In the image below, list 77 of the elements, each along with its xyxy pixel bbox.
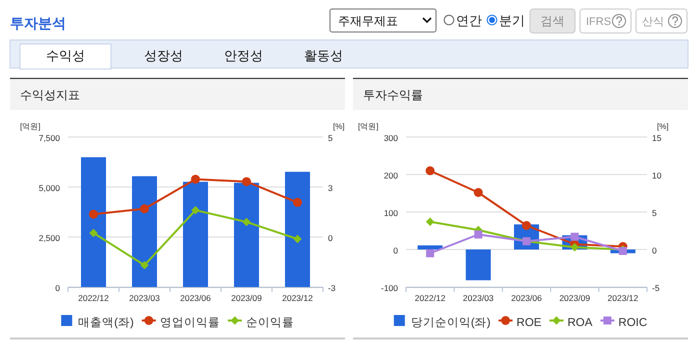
y2-tick-label: -5 <box>652 283 660 293</box>
bar <box>81 157 106 287</box>
text: IFRS <box>586 16 612 28</box>
point <box>140 261 149 270</box>
bar <box>418 245 443 250</box>
text: 수익성 <box>46 48 85 63</box>
text: 투자분석 <box>10 15 66 31</box>
chart-title: 투자수익률 <box>363 88 423 102</box>
y-tick-label: 7,500 <box>38 133 60 143</box>
y2-tick-label: 5 <box>652 208 657 218</box>
point <box>242 218 251 226</box>
y-tick-label: 0 <box>393 246 398 256</box>
y2-tick-label: 5 <box>328 133 333 143</box>
y2-tick-label: 3 <box>328 183 333 193</box>
text: 활동성 <box>304 48 343 63</box>
chart-title: 수익성지표 <box>20 88 80 102</box>
x-tick-label: 2023/06 <box>511 293 542 303</box>
y2-tick-label: 0 <box>652 246 657 256</box>
point <box>191 206 200 214</box>
y-tick-label: 5,000 <box>38 183 60 193</box>
point <box>522 221 531 230</box>
legend-label: 당기순이익(좌) <box>410 317 491 329</box>
y2-tick-label: 0 <box>328 233 333 243</box>
point <box>242 177 251 186</box>
legend-label: ROIC <box>618 317 648 329</box>
legend-label: 영업이익률 <box>160 317 220 329</box>
bar <box>183 182 208 287</box>
point <box>426 166 435 176</box>
y2-axis-title: [%] <box>333 122 345 131</box>
bar <box>234 182 259 287</box>
point <box>474 188 483 197</box>
text: 연간 <box>456 13 482 28</box>
x-tick-label: 2023/03 <box>129 293 160 303</box>
point <box>140 204 149 214</box>
y-tick-label: 2,500 <box>38 233 60 243</box>
point <box>293 198 302 207</box>
point <box>89 210 98 219</box>
y-tick-label: 200 <box>384 170 398 180</box>
text: 검색 <box>540 14 564 28</box>
x-tick-label: 2023/03 <box>462 293 494 303</box>
x-tick-label: 2023/12 <box>608 293 639 303</box>
point <box>474 230 482 238</box>
y-axis-title: [억원] <box>20 122 40 131</box>
bar <box>132 176 157 287</box>
text: 성장성 <box>144 48 183 63</box>
legend-label: ROE <box>516 317 542 329</box>
y-tick-label: 300 <box>384 133 398 143</box>
x-tick-label: 2023/09 <box>231 293 262 303</box>
y2-axis-title: [%] <box>657 122 669 131</box>
point <box>191 174 200 184</box>
x-tick-label: 2022/12 <box>414 293 446 303</box>
text: 안정성 <box>224 48 263 63</box>
point <box>426 249 434 258</box>
point <box>570 243 579 252</box>
point <box>89 228 98 238</box>
text: 주재무제표 <box>338 14 398 28</box>
text: 분기 <box>499 13 525 28</box>
x-tick-label: 2022/12 <box>78 293 110 303</box>
bar <box>285 172 310 287</box>
x-tick-label: 2023/06 <box>180 293 212 303</box>
y2-tick-label: 10 <box>652 170 662 180</box>
y2-tick-label: 15 <box>652 133 662 143</box>
bar <box>466 250 491 280</box>
y-tick-label: -100 <box>380 283 398 293</box>
x-tick-label: 2023/12 <box>282 293 314 303</box>
point <box>570 232 579 241</box>
y-axis-title: [억원] <box>358 122 378 131</box>
y2-tick-label: -3 <box>328 283 336 293</box>
legend-label: ROA <box>567 317 593 329</box>
legend-label: 매출액(좌) <box>78 316 134 329</box>
point <box>426 218 434 226</box>
y-tick-label: 100 <box>384 208 398 218</box>
x-tick-label: 2023/09 <box>559 293 590 303</box>
legend-label: 순이익률 <box>246 317 294 329</box>
y-tick-label: 0 <box>55 283 60 293</box>
text: 산식 <box>642 16 664 28</box>
point <box>293 234 302 244</box>
